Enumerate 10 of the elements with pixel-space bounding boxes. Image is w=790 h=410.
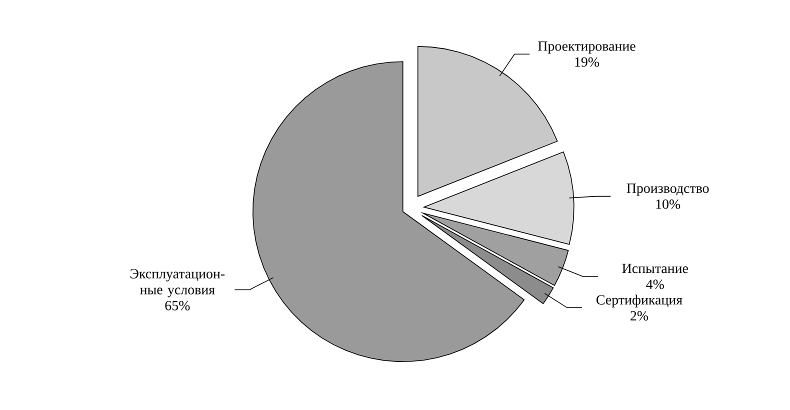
slice-label: Производство [626, 184, 709, 196]
data-label: 19% [575, 57, 600, 67]
slice-label: Сертификация [596, 294, 682, 308]
data-label: 2% [630, 311, 648, 321]
slice-label: Проектирование [538, 42, 636, 54]
data-label: 4% [646, 280, 664, 290]
slice-label: Эксплуатацион-ные условия [130, 269, 225, 298]
legend-label: Испытание [622, 264, 688, 274]
data-label: 10% [656, 199, 680, 209]
data-label: 65% [165, 300, 190, 310]
